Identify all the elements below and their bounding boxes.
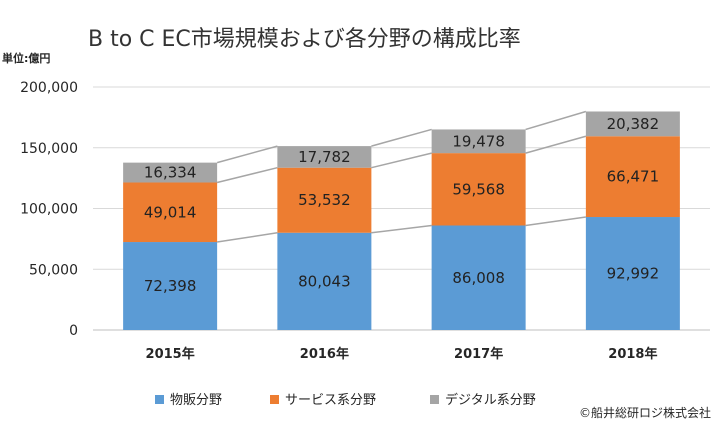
data-label: 86,008 bbox=[452, 269, 505, 287]
legend-swatch bbox=[270, 395, 279, 404]
y-tick-label: 150,000 bbox=[20, 141, 78, 157]
bar-segment bbox=[123, 162, 218, 183]
bar-segment bbox=[585, 136, 680, 218]
y-tick-label: 0 bbox=[69, 323, 78, 339]
bar-segment bbox=[431, 225, 526, 330]
series-line bbox=[371, 224, 432, 234]
data-label: 92,992 bbox=[607, 265, 660, 283]
series-line bbox=[217, 232, 278, 243]
bar-segment bbox=[585, 111, 680, 137]
x-tick-label: 2016年 bbox=[300, 346, 349, 362]
series-lines bbox=[216, 110, 587, 243]
data-label: 19,478 bbox=[452, 132, 505, 150]
data-label: 72,398 bbox=[144, 277, 197, 295]
x-tick-label: 2017年 bbox=[454, 346, 503, 362]
series-line bbox=[371, 128, 432, 147]
legend-swatch bbox=[155, 395, 164, 404]
series-line bbox=[371, 152, 432, 169]
bar-segment bbox=[431, 153, 526, 226]
data-label: 59,568 bbox=[452, 180, 505, 198]
bar-segment bbox=[585, 217, 680, 330]
bar-segment bbox=[123, 182, 218, 243]
x-tick-label: 2018年 bbox=[608, 346, 657, 362]
legend: 物販分野 サービス系分野 デジタル系分野 bbox=[155, 392, 536, 408]
copyright-text: ©船井総研ロジ株式会社 bbox=[579, 405, 711, 420]
data-label: 17,782 bbox=[298, 148, 351, 166]
series-line bbox=[525, 216, 586, 227]
bars bbox=[123, 111, 680, 330]
legend-label: サービス系分野 bbox=[285, 393, 376, 408]
data-label: 16,334 bbox=[144, 164, 197, 182]
bar-segment bbox=[277, 232, 372, 330]
series-line bbox=[216, 166, 278, 184]
x-axis: 2015年 2016年 2017年 2018年 bbox=[146, 346, 658, 362]
bar-segment bbox=[277, 167, 372, 233]
data-label: 53,532 bbox=[298, 191, 351, 209]
y-tick-label: 50,000 bbox=[29, 262, 78, 278]
series-line bbox=[525, 110, 587, 131]
data-label: 49,014 bbox=[144, 203, 197, 221]
legend-label: デジタル系分野 bbox=[445, 392, 536, 408]
data-label: 80,043 bbox=[298, 272, 351, 290]
series-line bbox=[216, 145, 278, 164]
x-tick-label: 2015年 bbox=[146, 346, 195, 362]
y-tick-label: 200,000 bbox=[20, 80, 78, 96]
bar-segment bbox=[431, 129, 526, 154]
y-axis: 0 50,000 100,000 150,000 200,000 bbox=[20, 80, 78, 339]
data-label: 66,471 bbox=[607, 168, 660, 186]
series-line bbox=[525, 135, 587, 154]
legend-label: 物販分野 bbox=[170, 393, 222, 408]
bar-segment bbox=[123, 242, 218, 330]
data-label: 20,382 bbox=[607, 115, 660, 133]
y-tick-label: 100,000 bbox=[20, 202, 78, 218]
legend-swatch bbox=[430, 395, 439, 404]
bar-segment bbox=[277, 146, 372, 168]
unit-label: 単位:億円 bbox=[2, 51, 50, 65]
chart-title: B to C EC市場規模および各分野の構成比率 bbox=[88, 27, 521, 52]
value-labels: 72,398 49,014 16,334 80,043 53,532 17,782 86,0… bbox=[144, 115, 659, 295]
